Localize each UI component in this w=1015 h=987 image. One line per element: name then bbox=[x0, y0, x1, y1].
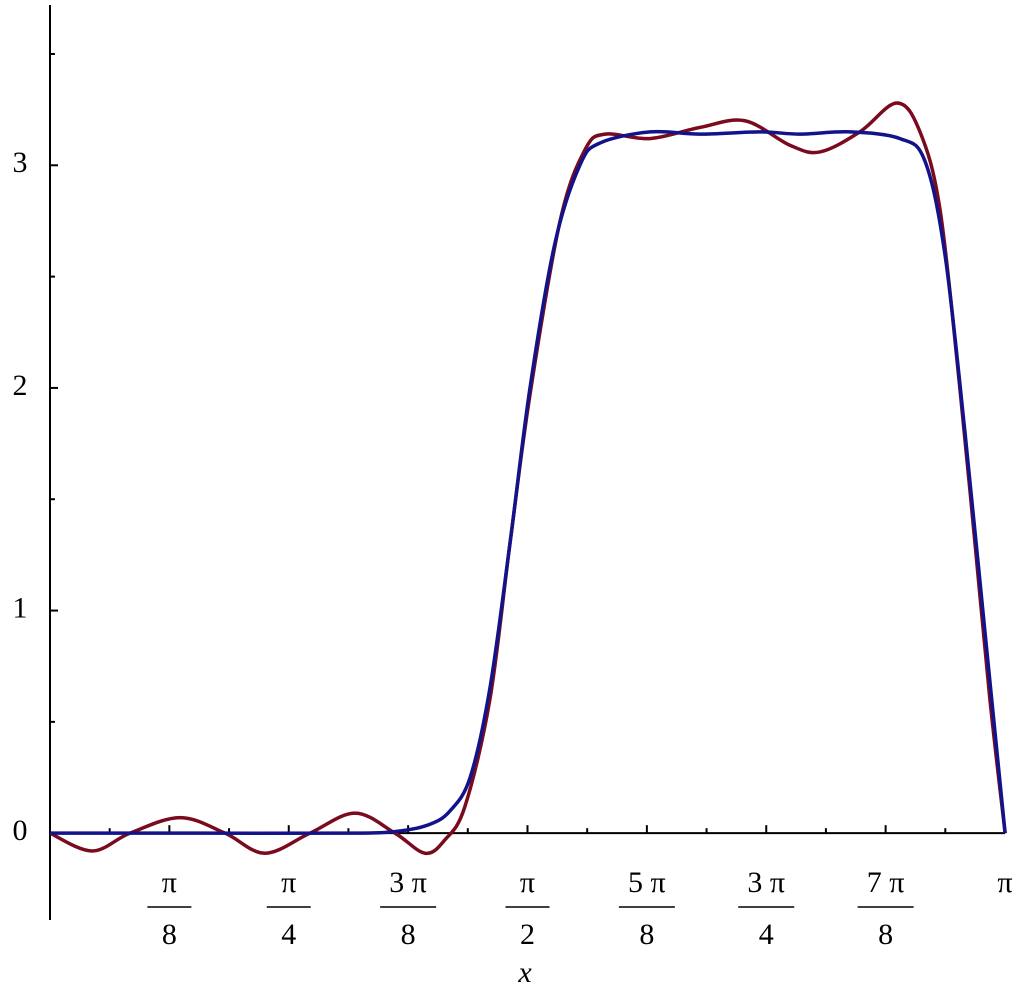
x-tick-denominator: 8 bbox=[401, 918, 416, 951]
x-tick-denominator: 8 bbox=[639, 918, 654, 951]
x-tick-label: π2 bbox=[505, 866, 550, 951]
x-tick-denominator: 8 bbox=[162, 918, 177, 951]
x-tick-numerator: π bbox=[281, 866, 296, 899]
x-tick-label: 5 π 8 bbox=[618, 866, 675, 951]
x-tick-numerator: π bbox=[162, 866, 177, 899]
x-tick-label: π bbox=[997, 866, 1012, 899]
x-tick-numerator: 3 π bbox=[389, 866, 427, 899]
x-tick-denominator: 4 bbox=[759, 918, 774, 951]
y-tick-label: 2 bbox=[13, 369, 28, 402]
x-axis-label: x bbox=[517, 956, 532, 987]
x-tick-denominator: 2 bbox=[520, 918, 535, 951]
x-tick-label: π bbox=[997, 866, 1012, 899]
x-tick-label: π4 bbox=[266, 866, 311, 951]
x-tick-label: 3 π 8 bbox=[380, 866, 437, 951]
y-tick-label: 1 bbox=[13, 591, 28, 624]
x-tick-label: 7 π 8 bbox=[857, 866, 914, 951]
x-tick-numerator: 7 π bbox=[867, 866, 905, 899]
curve bbox=[49, 101, 1007, 856]
x-tick-numerator: 5 π bbox=[628, 866, 666, 899]
x-tick-denominator: 8 bbox=[878, 918, 893, 951]
x-tick-numerator: π bbox=[520, 866, 535, 899]
x-tick-label: π8 bbox=[147, 866, 192, 951]
y-tick-label: 0 bbox=[13, 814, 28, 847]
y-tick-label: 3 bbox=[13, 146, 28, 179]
x-tick-label: 3 π 4 bbox=[738, 866, 795, 951]
x-tick-numerator: 3 π bbox=[747, 866, 785, 899]
x-tick-denominator: 4 bbox=[281, 918, 296, 951]
curve bbox=[50, 129, 1007, 836]
